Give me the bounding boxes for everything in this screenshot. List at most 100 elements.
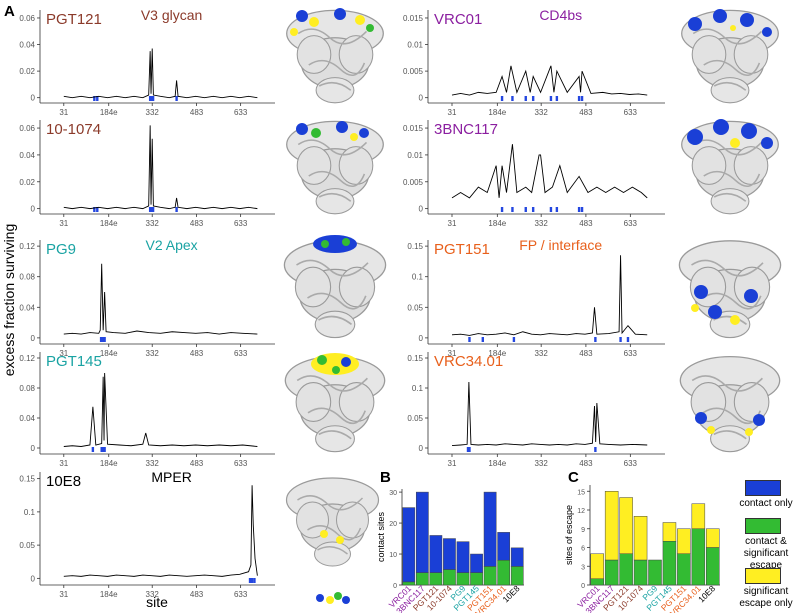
y-tick-label: 0 xyxy=(31,205,36,214)
y-tick-label: 9 xyxy=(581,527,585,534)
x-tick-label: 332 xyxy=(534,108,548,117)
x-tick-label: 184e xyxy=(488,108,506,117)
panel-title: MPER xyxy=(151,469,191,485)
y-tick-label: 0.015 xyxy=(403,14,424,23)
x-tick-label: 483 xyxy=(579,219,593,228)
y-tick-label: 0.05 xyxy=(19,541,35,550)
series-name: 10E8 xyxy=(46,473,81,490)
contact-site xyxy=(580,96,584,101)
y-tick-label: 0.1 xyxy=(412,384,424,393)
series-name: VRC34.01 xyxy=(434,353,503,370)
bar-segment xyxy=(706,547,720,586)
y-tick-label: 0 xyxy=(393,583,397,590)
y-axis-label: contact sites xyxy=(376,511,386,562)
x-tick-label: 633 xyxy=(234,219,248,228)
x-tick-label: 184e xyxy=(100,108,118,117)
panel-letter: A xyxy=(4,3,15,20)
structure-image xyxy=(283,235,387,339)
x-tick-label: 483 xyxy=(190,590,204,599)
x-tick-label: 31 xyxy=(59,459,68,468)
data-line xyxy=(63,48,258,99)
y-tick-label: 0 xyxy=(419,205,424,214)
y-tick-label: 0.01 xyxy=(407,151,423,160)
bar-segment xyxy=(604,559,619,586)
y-tick-label: 0.08 xyxy=(19,384,35,393)
bar-segment xyxy=(429,572,443,586)
bar-segment xyxy=(415,572,429,586)
contact-site xyxy=(100,447,103,452)
x-tick-label: 332 xyxy=(534,349,548,358)
y-axis-label: excess fraction surviving xyxy=(1,224,17,377)
panel-title: FP / interface xyxy=(519,237,602,253)
contact-site xyxy=(101,337,105,342)
contact-site xyxy=(151,207,155,212)
contact-site xyxy=(151,96,155,101)
bar-segment xyxy=(510,566,524,586)
y-tick-label: 0.015 xyxy=(403,124,424,133)
contact-site xyxy=(148,207,152,212)
contact-site xyxy=(524,207,527,212)
series-name: VRC01 xyxy=(434,11,482,28)
bar-segment xyxy=(633,516,648,561)
x-tick-label: 332 xyxy=(146,459,160,468)
contact-site xyxy=(96,207,99,212)
structure-image xyxy=(285,120,385,215)
x-tick-label: 633 xyxy=(624,219,638,228)
contact-site xyxy=(531,207,535,212)
contact-site xyxy=(531,96,535,101)
y-tick-label: 0 xyxy=(419,334,424,343)
data-line xyxy=(63,125,258,210)
bar-segment xyxy=(648,559,662,586)
y-tick-label: 15 xyxy=(577,489,585,496)
x-tick-label: 31 xyxy=(448,349,457,358)
data-line xyxy=(451,381,648,447)
y-tick-label: 0.04 xyxy=(19,151,35,160)
x-tick-label: 483 xyxy=(579,108,593,117)
y-tick-label: 0 xyxy=(419,444,424,453)
series-name: PGT151 xyxy=(434,241,490,258)
x-tick-label: 31 xyxy=(59,219,68,228)
legend-label: significant escape only xyxy=(739,586,793,609)
contact-site xyxy=(555,96,559,101)
y-tick-label: 0.04 xyxy=(19,303,35,312)
contact-site xyxy=(103,447,106,452)
contact-site xyxy=(148,96,152,101)
structures xyxy=(283,8,782,604)
y-tick-label: 0.12 xyxy=(19,242,35,251)
legend-swatch xyxy=(745,568,781,584)
contact-site xyxy=(175,207,178,212)
x-tick-label: 633 xyxy=(234,349,248,358)
y-axis-label: sites of escape xyxy=(564,505,574,565)
bar-segment xyxy=(429,535,443,573)
contact-site xyxy=(103,337,106,342)
y-tick-label: 0.1 xyxy=(412,273,424,282)
contact-site xyxy=(150,207,153,212)
contact-site xyxy=(248,578,252,583)
x-tick-label: 31 xyxy=(448,108,457,117)
x-tick-label: 483 xyxy=(190,349,204,358)
contact-site xyxy=(524,96,527,101)
structure-image xyxy=(680,9,780,104)
y-tick-label: 10 xyxy=(389,552,397,559)
bar-segment xyxy=(483,491,497,567)
series-name: 3BNC117 xyxy=(434,121,498,138)
y-tick-label: 0.02 xyxy=(19,67,35,76)
y-tick-label: 0 xyxy=(31,334,36,343)
bar-segment xyxy=(443,569,456,586)
y-tick-label: 0.1 xyxy=(24,508,36,517)
contact-site xyxy=(93,207,96,212)
contact-site xyxy=(577,207,581,212)
bar-segment xyxy=(662,522,677,542)
x-tick-label: 633 xyxy=(234,459,248,468)
x-tick-label: 633 xyxy=(624,108,638,117)
y-tick-label: 0 xyxy=(419,94,424,103)
contact-site xyxy=(594,337,597,342)
y-tick-label: 20 xyxy=(389,521,397,528)
data-line xyxy=(63,263,258,335)
contact-site xyxy=(580,207,584,212)
y-tick-label: 0.05 xyxy=(407,414,423,423)
x-tick-label: 483 xyxy=(190,219,204,228)
y-tick-label: 0.04 xyxy=(19,41,35,50)
x-tick-label: 184e xyxy=(100,459,118,468)
